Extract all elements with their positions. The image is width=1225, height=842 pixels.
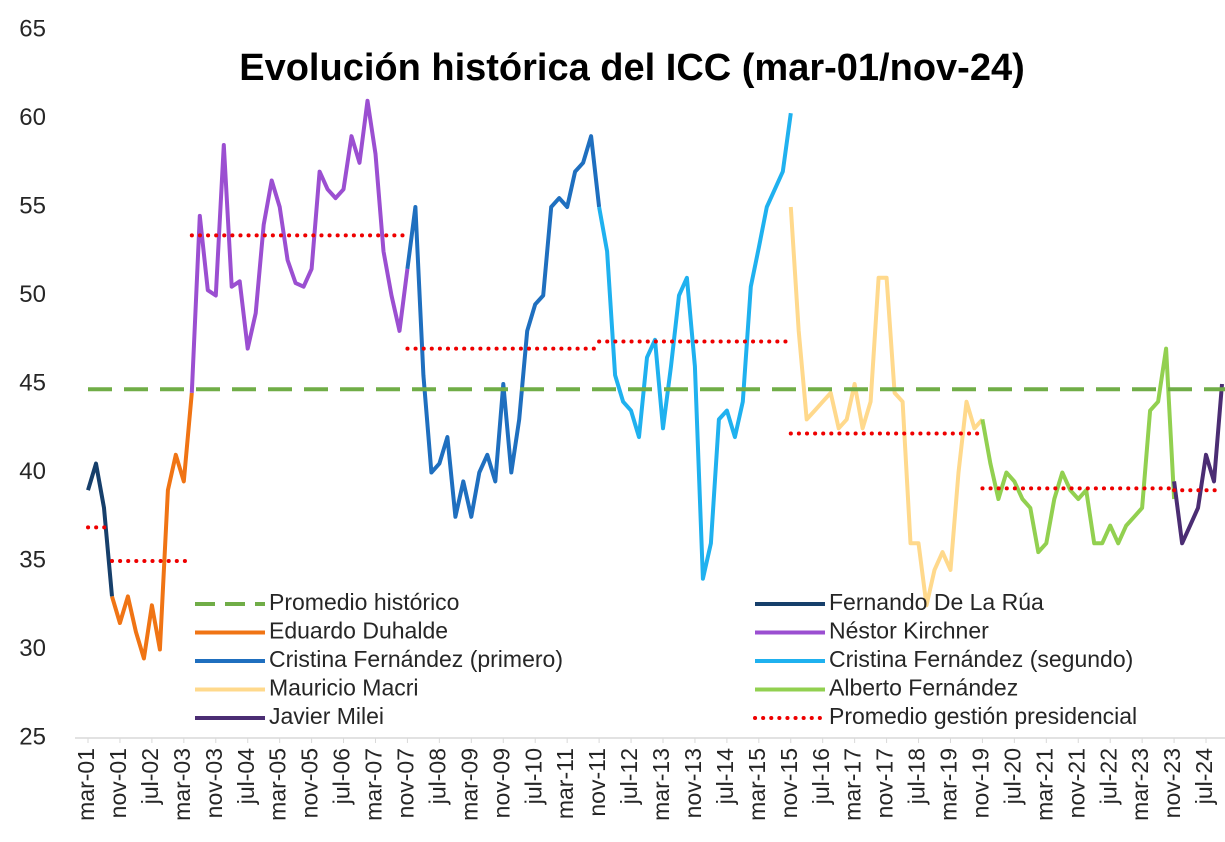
y-tick-label: 55	[19, 192, 46, 219]
y-tick-label: 50	[19, 281, 46, 308]
series-line	[788, 206, 984, 608]
legend-label: Cristina Fernández (primero)	[269, 646, 563, 672]
y-tick-label: 65	[19, 15, 46, 42]
x-tick-label: mar-13	[648, 748, 674, 821]
x-tick-label: mar-03	[169, 748, 195, 821]
x-tick-label: nov-21	[1063, 748, 1089, 818]
x-tick-label: nov-01	[105, 748, 131, 818]
x-tick-label: jul-12	[616, 748, 642, 805]
y-tick-label: 45	[19, 369, 46, 396]
legend-label: Javier Milei	[269, 703, 384, 729]
x-tick-label: mar-17	[840, 748, 866, 821]
legend-label: Eduardo Duhalde	[269, 618, 448, 644]
x-tick-label: nov-05	[297, 748, 323, 818]
x-tick-label: jul-20	[999, 748, 1025, 805]
x-tick-label: nov-11	[584, 748, 610, 817]
legend-label: Promedio histórico	[269, 589, 459, 615]
series-line	[597, 112, 793, 581]
x-tick-label: mar-11	[552, 748, 578, 819]
x-tick-label: mar-09	[456, 748, 482, 821]
y-tick-label: 25	[19, 723, 46, 750]
x-tick-label: jul-08	[424, 748, 450, 805]
x-tick-label: nov-03	[201, 748, 227, 818]
series-line	[86, 461, 114, 597]
x-tick-label: jul-22	[1095, 748, 1121, 805]
legend-label: Mauricio Macri	[269, 675, 419, 701]
x-tick-label: nov-19	[968, 748, 994, 818]
x-tick-label: jul-24	[1191, 748, 1217, 805]
x-tick-label: jul-10	[520, 748, 546, 805]
y-tick-label: 35	[19, 546, 46, 573]
chart-title: Evolución histórica del ICC (mar-01/nov-…	[239, 47, 1025, 89]
series-line	[980, 346, 1177, 555]
x-tick-label: mar-07	[361, 748, 387, 821]
x-tick-label: mar-23	[1127, 748, 1153, 821]
x-tick-label: nov-17	[872, 748, 898, 818]
series-line	[189, 98, 410, 393]
legend-label: Promedio gestión presidencial	[829, 703, 1137, 729]
x-tick-label: nov-09	[488, 748, 514, 818]
legend-label: Cristina Fernández (segundo)	[829, 646, 1133, 672]
x-tick-label: jul-04	[233, 748, 259, 805]
x-tick-label: mar-19	[936, 748, 962, 821]
legend-label: Néstor Kirchner	[829, 618, 989, 644]
series-line	[1172, 383, 1224, 546]
x-tick-label: mar-05	[265, 748, 291, 821]
x-tick-label: jul-18	[904, 748, 930, 805]
series-line	[110, 392, 194, 661]
x-tick-label: nov-23	[1159, 748, 1185, 818]
x-tick-label: jul-02	[137, 748, 163, 805]
x-tick-label: nov-15	[776, 748, 802, 818]
y-tick-label: 60	[19, 104, 46, 131]
legend-label: Alberto Fernández	[829, 675, 1018, 701]
x-tick-label: nov-07	[393, 748, 419, 818]
y-tick-label: 40	[19, 458, 46, 485]
x-tick-label: jul-16	[808, 748, 834, 805]
legend-label: Fernando De La Rúa	[829, 589, 1044, 615]
series-line	[405, 134, 602, 519]
x-tick-label: jul-06	[329, 748, 355, 805]
x-tick-label: mar-15	[744, 748, 770, 821]
x-tick-label: nov-13	[680, 748, 706, 818]
x-tick-label: mar-01	[73, 748, 99, 821]
x-tick-label: jul-14	[712, 748, 738, 805]
y-tick-label: 30	[19, 635, 46, 662]
x-tick-label: mar-21	[1031, 748, 1057, 821]
